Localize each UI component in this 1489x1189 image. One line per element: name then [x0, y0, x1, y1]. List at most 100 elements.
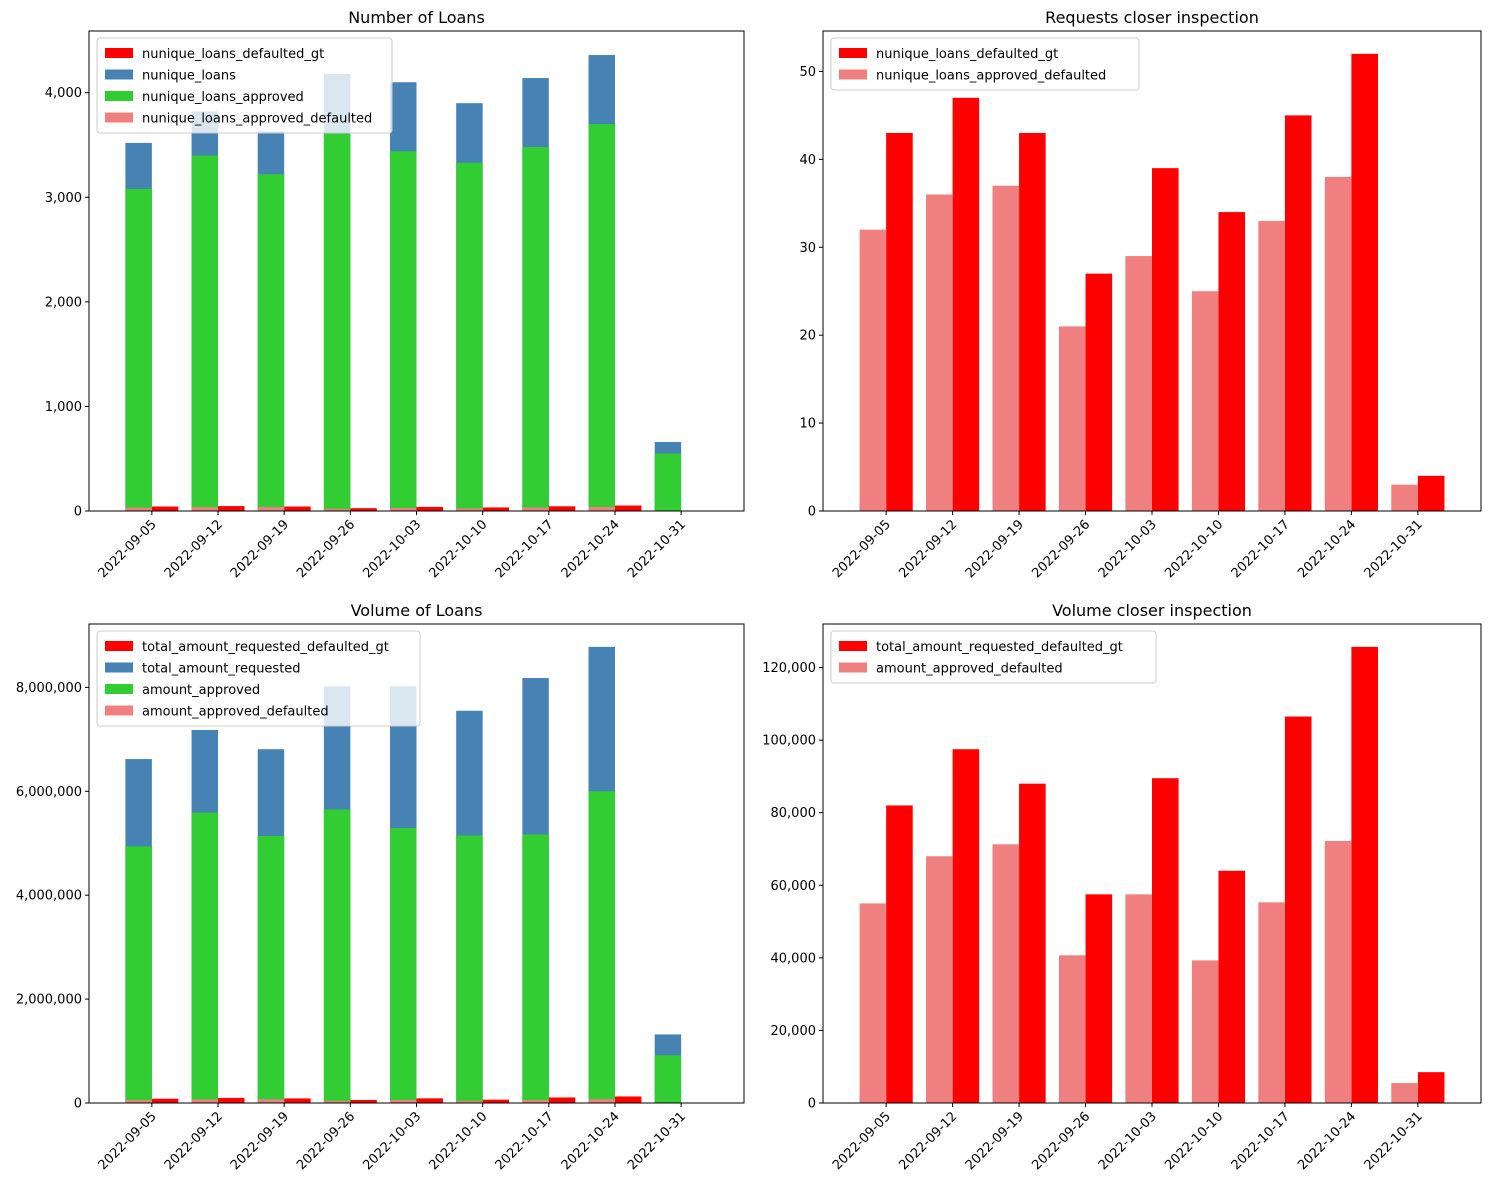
bar-nunique_loans_defaulted_gt-2022-10-03 — [416, 506, 443, 511]
legend-label: amount_approved_defaulted — [876, 662, 1063, 677]
legend-label: total_amount_requested_defaulted_gt — [876, 640, 1123, 655]
y-tick-label: 8,000,000 — [16, 681, 82, 696]
x-tick-label: 2022-10-10 — [426, 1109, 490, 1173]
y-tick-label: 4,000 — [45, 86, 82, 101]
bar-nunique_loans_approved_defaulted-2022-10-03 — [1125, 256, 1152, 511]
bars — [859, 53, 1445, 512]
x-tick-label: 2022-10-03 — [1096, 1109, 1160, 1173]
bar-nunique_loans_approved-2022-10-03 — [390, 151, 417, 511]
x-tick-label: 2022-09-26 — [1029, 1109, 1093, 1173]
bar-nunique_loans_defaulted_gt-2022-09-05 — [886, 132, 913, 511]
bar-nunique_loans_approved_defaulted-2022-09-26 — [323, 508, 351, 511]
bar-total_amount_requested_defaulted_gt-2022-10-17 — [1284, 716, 1312, 1103]
bar-total_amount_requested_defaulted_gt-2022-10-17 — [548, 1097, 576, 1103]
bar-nunique_loans_defaulted_gt-2022-09-19 — [284, 506, 311, 511]
legend-label: nunique_loans_defaulted_gt — [142, 47, 324, 62]
bar-amount_approved_defaulted-2022-10-17 — [1258, 902, 1285, 1103]
bar-nunique_loans_defaulted_gt-2022-09-12 — [218, 506, 245, 511]
y-tick-label: 6,000,000 — [16, 785, 82, 800]
bar-amount_approved_defaulted-2022-09-12 — [191, 1099, 219, 1103]
legend-swatch — [839, 641, 867, 651]
x-tick-label: 2022-09-26 — [1029, 517, 1093, 581]
bar-nunique_loans_defaulted_gt-2022-10-24 — [614, 505, 642, 511]
y-tick-label: 80,000 — [771, 806, 817, 821]
bar-nunique_loans_defaulted_gt-2022-10-10 — [1218, 212, 1246, 511]
bar-nunique_loans_approved-2022-10-10 — [456, 162, 483, 511]
bar-nunique_loans_approved_defaulted-2022-10-31 — [1391, 484, 1418, 511]
bar-nunique_loans_approved-2022-09-12 — [191, 155, 219, 511]
bar-nunique_loans_approved_defaulted-2022-09-05 — [859, 229, 887, 511]
bar-nunique_loans_defaulted_gt-2022-10-24 — [1351, 53, 1378, 511]
bar-total_amount_requested_defaulted_gt-2022-09-05 — [151, 1098, 179, 1103]
bar-amount_approved-2022-09-05 — [125, 846, 152, 1103]
bar-amount_approved_defaulted-2022-10-03 — [390, 1100, 417, 1103]
bars — [125, 55, 708, 512]
bar-nunique_loans_defaulted_gt-2022-10-17 — [1284, 115, 1312, 512]
bar-amount_approved_defaulted-2022-10-24 — [1324, 841, 1352, 1103]
legend-label: total_amount_requested_defaulted_gt — [142, 640, 389, 655]
x-tick-label: 2022-10-24 — [559, 517, 623, 581]
bar-nunique_loans_approved_defaulted-2022-10-03 — [390, 507, 417, 511]
legend-box — [830, 37, 1140, 91]
y-tick-label: 100,000 — [762, 734, 816, 749]
legend-swatch — [839, 69, 867, 80]
y-tick-label: 20 — [799, 329, 816, 344]
bar-amount_approved_defaulted-2022-10-10 — [1191, 960, 1219, 1103]
bar-total_amount_requested_defaulted_gt-2022-10-24 — [1351, 646, 1378, 1103]
legend-label: total_amount_requested — [142, 662, 301, 677]
y-tick-label: 4,000,000 — [16, 889, 82, 904]
bar-amount_approved_defaulted-2022-10-03 — [1125, 894, 1152, 1103]
x-tick-label: 2022-10-31 — [625, 1109, 689, 1173]
bar-total_amount_requested_defaulted_gt-2022-10-10 — [1218, 870, 1246, 1103]
bar-amount_approved_defaulted-2022-10-17 — [522, 1100, 549, 1103]
bar-nunique_loans_approved-2022-09-26 — [323, 133, 351, 512]
legend-box — [96, 630, 421, 727]
legend-swatch — [105, 705, 133, 716]
legend-box — [830, 630, 1157, 684]
legend-swatch — [105, 662, 133, 673]
bar-nunique_loans_approved_defaulted-2022-09-05 — [125, 507, 152, 511]
chart-panel-3: Volume of Loans 0 2,000,000 4,000,000 6,000,… — [16, 601, 745, 1173]
bar-nunique_loans_defaulted_gt-2022-09-26 — [1085, 273, 1113, 511]
legend-swatch — [105, 641, 133, 651]
x-tick-label: 2022-09-12 — [896, 517, 960, 581]
x-tick-label: 2022-10-10 — [1162, 517, 1226, 581]
bar-total_amount_requested_defaulted_gt-2022-09-19 — [284, 1098, 311, 1103]
bar-amount_approved_defaulted-2022-10-10 — [456, 1100, 483, 1103]
x-tick-label: 2022-09-12 — [896, 1109, 960, 1173]
x-tick-label: 2022-10-03 — [360, 1109, 424, 1173]
bar-amount_approved_defaulted-2022-09-26 — [323, 1100, 351, 1103]
bars — [125, 646, 708, 1103]
bar-nunique_loans_approved-2022-10-17 — [522, 147, 549, 511]
bar-nunique_loans_approved_defaulted-2022-09-12 — [191, 507, 219, 511]
bar-amount_approved_defaulted-2022-10-24 — [588, 1099, 615, 1103]
bar-nunique_loans_approved_defaulted-2022-10-17 — [1258, 220, 1285, 511]
bar-total_amount_requested_defaulted_gt-2022-09-05 — [886, 805, 913, 1103]
bar-total_amount_requested_defaulted_gt-2022-10-24 — [614, 1096, 642, 1103]
legend-swatch — [105, 69, 133, 80]
x-tick-label: 2022-10-03 — [1096, 517, 1160, 581]
y-tick-label: 60,000 — [771, 879, 817, 894]
legend-swatch — [105, 112, 133, 123]
bar-nunique_loans_approved_defaulted-2022-09-19 — [992, 185, 1020, 511]
x-tick-label: 2022-10-17 — [1229, 1109, 1293, 1173]
bar-amount_approved_defaulted-2022-09-19 — [992, 844, 1020, 1103]
bar-amount_approved_defaulted-2022-09-19 — [257, 1099, 285, 1103]
y-tick-label: 0 — [74, 1097, 82, 1112]
bar-nunique_loans_approved_defaulted-2022-09-19 — [257, 507, 285, 511]
bar-amount_approved-2022-10-03 — [390, 828, 417, 1103]
y-tick-label: 40 — [799, 153, 816, 168]
bar-amount_approved-2022-09-26 — [323, 809, 351, 1103]
bar-amount_approved_defaulted-2022-09-12 — [926, 856, 953, 1103]
x-tick-label: 2022-09-19 — [963, 1109, 1027, 1173]
y-tick-label: 0 — [808, 1097, 816, 1112]
bar-amount_approved_defaulted-2022-10-31 — [1391, 1083, 1418, 1103]
bar-nunique_loans_defaulted_gt-2022-09-26 — [350, 508, 377, 511]
y-tick-label: 40,000 — [771, 951, 817, 966]
legend-swatch — [105, 48, 133, 58]
y-tick-label: 2,000,000 — [16, 993, 82, 1008]
bar-amount_approved-2022-09-19 — [257, 835, 285, 1103]
y-tick-label: 50 — [799, 65, 816, 80]
bar-nunique_loans_defaulted_gt-2022-09-05 — [151, 506, 179, 511]
legend-label: nunique_loans_approved_defaulted — [876, 69, 1106, 84]
